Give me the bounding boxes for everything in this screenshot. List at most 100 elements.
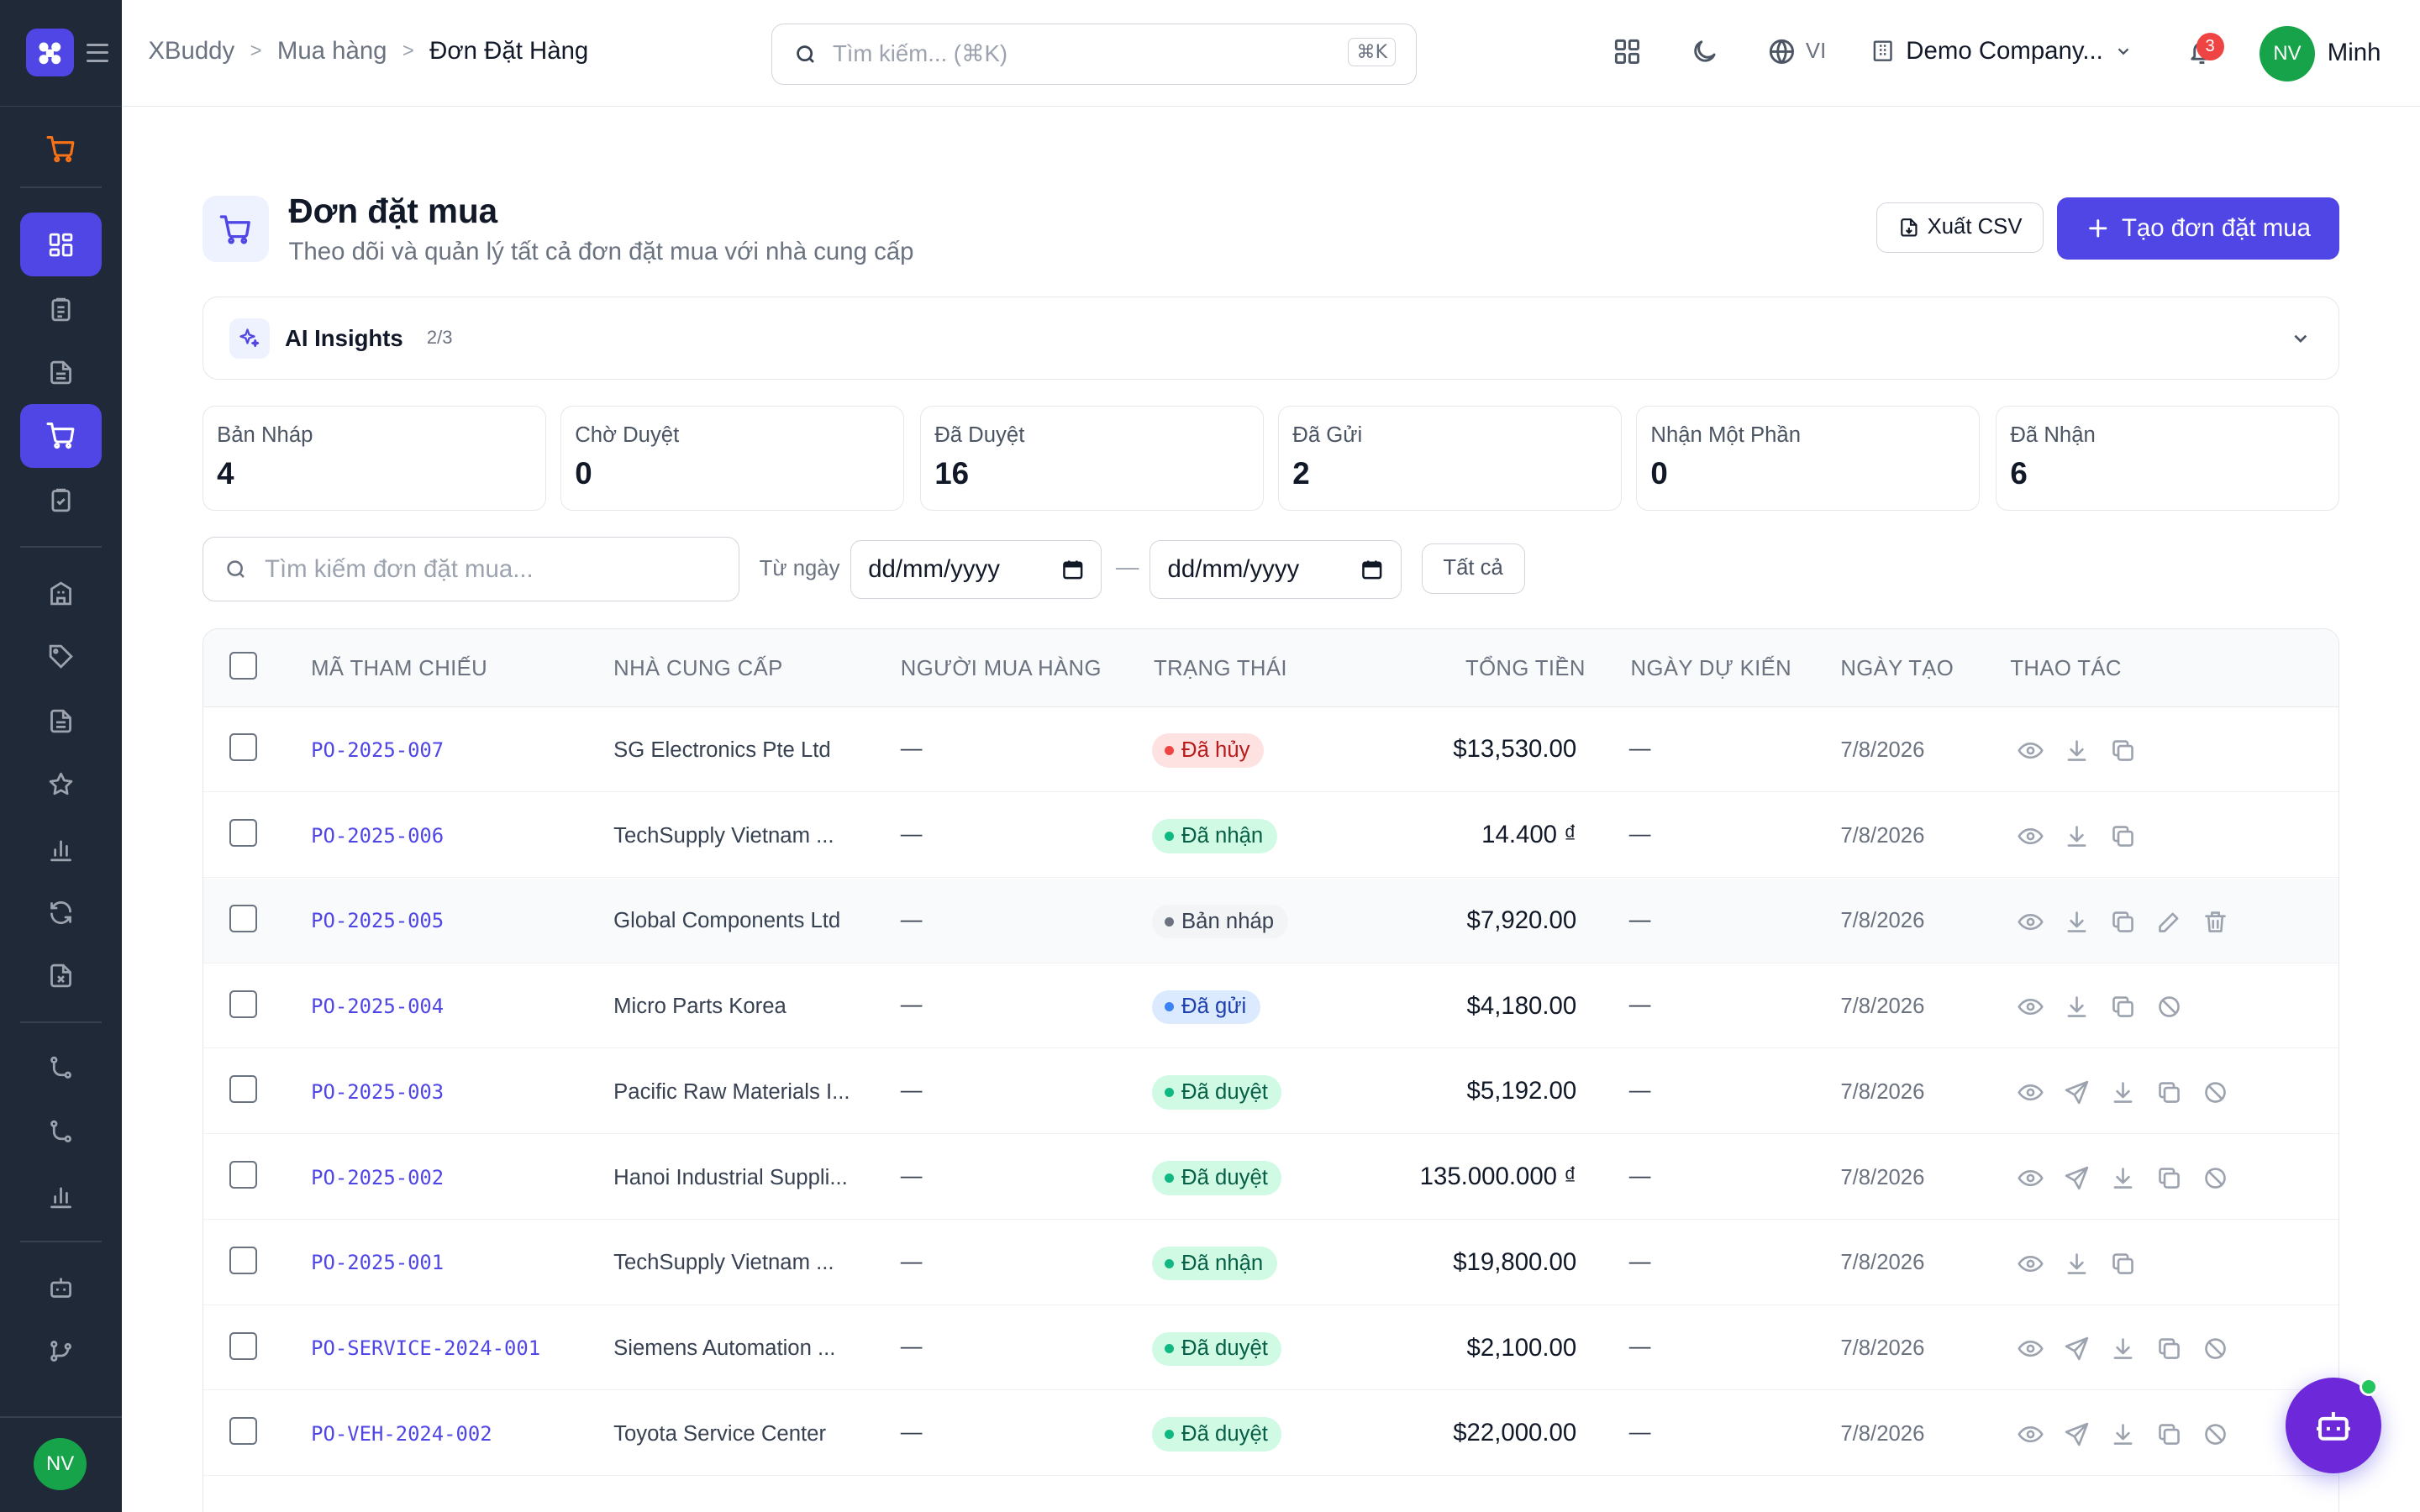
copy-icon[interactable] <box>2109 993 2137 1021</box>
sidebar-item-reports[interactable] <box>20 817 102 880</box>
calendar-icon[interactable] <box>1061 558 1085 581</box>
eye-icon[interactable] <box>2017 1420 2044 1448</box>
app-logo[interactable] <box>26 29 75 77</box>
user-name[interactable]: Minh <box>2327 38 2381 66</box>
column-header-total[interactable]: TỔNG TIỀN <box>1465 656 1586 680</box>
table-row[interactable]: PO-2025-002 Hanoi Industrial Suppli... —… <box>203 1135 2339 1220</box>
create-po-button[interactable]: Tạo đơn đặt mua <box>2057 197 2340 260</box>
sidebar-item-clipboard[interactable] <box>20 278 102 341</box>
download-icon[interactable] <box>2109 1079 2137 1106</box>
download-icon[interactable] <box>2063 737 2091 764</box>
column-header-created[interactable]: NGÀY TẠO <box>1840 656 1954 680</box>
po-ref-link[interactable]: PO-VEH-2024-002 <box>311 1421 492 1446</box>
breadcrumb-home[interactable]: XBuddy <box>148 37 235 66</box>
table-row[interactable]: PO-2025-004 Micro Parts Korea — Đã gửi $… <box>203 963 2339 1049</box>
filter-all-button[interactable]: Tất cả <box>1421 543 1525 595</box>
row-checkbox[interactable] <box>229 819 257 848</box>
download-icon[interactable] <box>2109 1335 2137 1362</box>
download-icon[interactable] <box>2063 822 2091 850</box>
table-row[interactable]: PO-2025-003 Pacific Raw Materials I... —… <box>203 1049 2339 1135</box>
copy-icon[interactable] <box>2109 908 2137 936</box>
trash-icon[interactable] <box>2202 908 2229 936</box>
menu-toggle-icon[interactable] <box>86 43 108 62</box>
row-checkbox[interactable] <box>229 1246 257 1274</box>
sidebar-avatar[interactable]: NV <box>34 1437 87 1491</box>
sidebar-item-sync[interactable] <box>20 881 102 944</box>
sidebar-item-warehouse[interactable] <box>20 562 102 625</box>
eye-icon[interactable] <box>2017 737 2044 764</box>
select-all-checkbox[interactable] <box>229 652 257 680</box>
language-switcher[interactable]: VI <box>1767 37 1826 66</box>
row-checkbox[interactable] <box>229 733 257 762</box>
eye-icon[interactable] <box>2017 1164 2044 1192</box>
global-search-input[interactable]: Tìm kiếm... (⌘K) ⌘K <box>771 23 1418 85</box>
table-row[interactable]: PO-VEH-2024-002 Toyota Service Center — … <box>203 1391 2339 1477</box>
sidebar-item-invoices[interactable] <box>20 690 102 753</box>
download-icon[interactable] <box>2109 1164 2137 1192</box>
po-ref-link[interactable]: PO-SERVICE-2024-001 <box>311 1336 541 1361</box>
calendar-icon[interactable] <box>1360 558 1384 581</box>
eye-icon[interactable] <box>2017 1335 2044 1362</box>
table-row[interactable]: PO-2025-005 Global Components Ltd — Bản … <box>203 878 2339 963</box>
sidebar-item-checklist[interactable] <box>20 469 102 532</box>
sidebar-item-tags[interactable] <box>20 625 102 688</box>
row-checkbox[interactable] <box>229 1075 257 1104</box>
copy-icon[interactable] <box>2109 1250 2137 1278</box>
sidebar-item-cart[interactable] <box>20 118 102 181</box>
copy-icon[interactable] <box>2155 1079 2183 1106</box>
po-ref-link[interactable]: PO-2025-003 <box>311 1079 445 1104</box>
copy-icon[interactable] <box>2155 1335 2183 1362</box>
download-icon[interactable] <box>2063 993 2091 1021</box>
send-icon[interactable] <box>2063 1079 2091 1106</box>
eye-icon[interactable] <box>2017 1079 2044 1106</box>
edit-icon[interactable] <box>2155 908 2183 936</box>
eye-icon[interactable] <box>2017 908 2044 936</box>
copy-icon[interactable] <box>2109 737 2137 764</box>
po-ref-link[interactable]: PO-2025-007 <box>311 738 445 762</box>
column-header-expected[interactable]: NGÀY DỰ KIẾN <box>1630 656 1792 680</box>
po-ref-link[interactable]: PO-2025-004 <box>311 995 445 1019</box>
row-checkbox[interactable] <box>229 1331 257 1360</box>
stat-card-received[interactable]: Đã Nhận 6 <box>1995 406 2340 511</box>
eye-icon[interactable] <box>2017 822 2044 850</box>
ban-icon[interactable] <box>2202 1164 2229 1192</box>
po-ref-link[interactable]: PO-2025-006 <box>311 823 445 848</box>
column-header-buyer[interactable]: NGƯỜI MUA HÀNG <box>900 656 1102 680</box>
stat-card-draft[interactable]: Bản Nháp 4 <box>202 406 547 511</box>
row-checkbox[interactable] <box>229 1161 257 1189</box>
stat-card-sent[interactable]: Đã Gửi 2 <box>1277 406 1623 511</box>
column-header-status[interactable]: TRẠNG THÁI <box>1154 656 1287 680</box>
sidebar-item-purchasing[interactable] <box>19 404 103 468</box>
ban-icon[interactable] <box>2202 1079 2229 1106</box>
copy-icon[interactable] <box>2155 1420 2183 1448</box>
table-row[interactable]: PO-2025-001 TechSupply Vietnam ... — Đã … <box>203 1221 2339 1305</box>
sidebar-item-favorites[interactable] <box>20 753 102 816</box>
sidebar-item-bot[interactable] <box>20 1256 102 1319</box>
stat-card-pending[interactable]: Chờ Duyệt 0 <box>560 406 905 511</box>
po-ref-link[interactable]: PO-2025-001 <box>311 1251 445 1275</box>
ban-icon[interactable] <box>2202 1335 2229 1362</box>
po-search-input[interactable]: Tìm kiếm đơn đặt mua... <box>202 537 739 602</box>
eye-icon[interactable] <box>2017 993 2044 1021</box>
ai-insights-panel[interactable]: AI Insights 2/3 <box>202 296 2340 380</box>
to-date-input[interactable]: dd/mm/yyyy <box>1150 539 1402 599</box>
copy-icon[interactable] <box>2155 1164 2183 1192</box>
send-icon[interactable] <box>2063 1164 2091 1192</box>
po-ref-link[interactable]: PO-2025-002 <box>311 1165 445 1189</box>
table-row[interactable]: PO-2025-007 SG Electronics Pte Ltd — Đã … <box>203 707 2339 793</box>
download-icon[interactable] <box>2109 1420 2137 1448</box>
chevron-down-icon[interactable] <box>2290 328 2312 349</box>
eye-icon[interactable] <box>2017 1250 2044 1278</box>
sidebar-item-workflow[interactable] <box>20 1037 102 1100</box>
from-date-input[interactable]: dd/mm/yyyy <box>850 539 1102 599</box>
table-row[interactable]: PO-2025-006 TechSupply Vietnam ... — Đã … <box>203 793 2339 878</box>
row-checkbox[interactable] <box>229 1417 257 1446</box>
po-ref-link[interactable]: PO-2025-005 <box>311 909 445 933</box>
row-checkbox[interactable] <box>229 904 257 932</box>
sidebar-item-excel[interactable] <box>20 944 102 1007</box>
column-header-supplier[interactable]: NHÀ CUNG CẤP <box>613 656 783 680</box>
sidebar-item-integrations[interactable] <box>20 1319 102 1382</box>
send-icon[interactable] <box>2063 1420 2091 1448</box>
sidebar-item-documents[interactable] <box>20 341 102 404</box>
stat-card-partial[interactable]: Nhận Một Phần 0 <box>1635 406 1981 511</box>
